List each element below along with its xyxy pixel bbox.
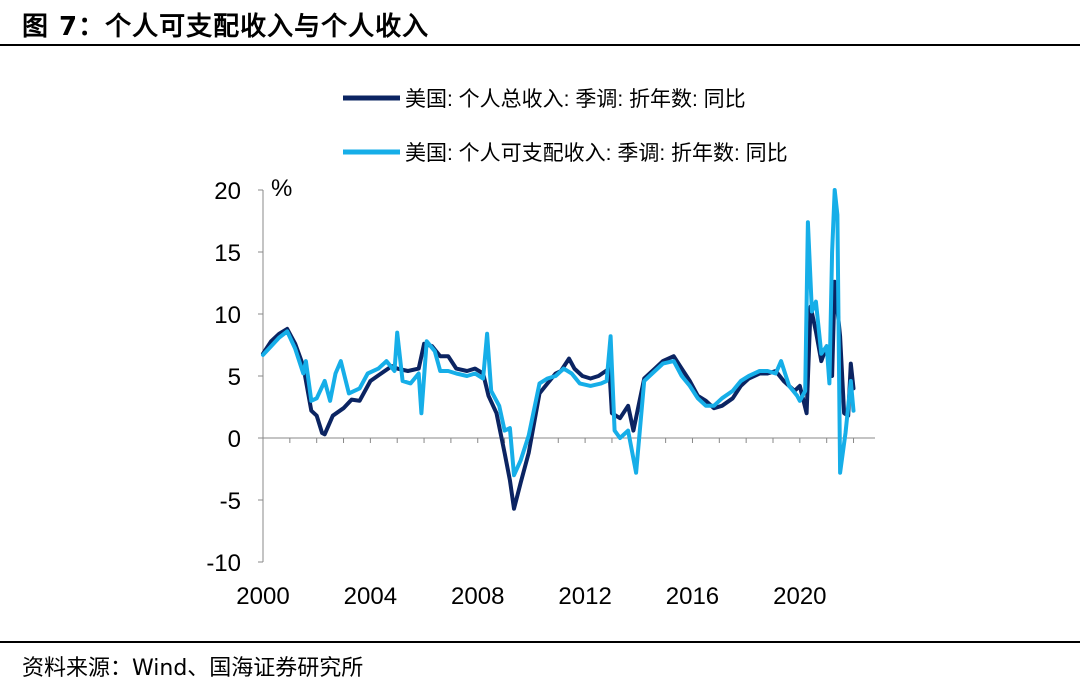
x-tick-label: 2020 bbox=[773, 583, 826, 610]
figure-title: 图 7：个人可支配收入与个人收入 bbox=[22, 12, 430, 42]
series-line-2 bbox=[261, 188, 856, 478]
y-tick-label: 5 bbox=[228, 364, 241, 391]
x-tick-label: 2004 bbox=[344, 583, 397, 610]
x-tick-label: 2012 bbox=[558, 583, 611, 610]
bottom-rule bbox=[0, 641, 1080, 643]
source-note: 资料来源：Wind、国海证券研究所 bbox=[22, 656, 364, 681]
y-tick-label: -10 bbox=[206, 550, 241, 577]
y-tick-label: 15 bbox=[214, 240, 241, 267]
series-layer bbox=[261, 188, 856, 511]
y-tick-label: 0 bbox=[228, 426, 241, 453]
legend-label-2: 美国: 个人可支配收入: 季调: 折年数: 同比 bbox=[405, 142, 788, 165]
y-tick-label: 10 bbox=[214, 302, 241, 329]
axes: 20 15 10 5 0 -5 -10% 2000 2004 2008 2012 2016 2020 bbox=[206, 175, 875, 610]
series-line-1 bbox=[261, 279, 856, 511]
y-axis-label: % bbox=[271, 175, 292, 202]
y-tick-label: 20 bbox=[214, 178, 241, 205]
y-tick-label: -5 bbox=[220, 488, 241, 515]
x-tick-label: 2000 bbox=[236, 583, 289, 610]
x-tick-label: 2016 bbox=[666, 583, 719, 610]
top-rule bbox=[0, 44, 1080, 46]
legend-label-1: 美国: 个人总收入: 季调: 折年数: 同比 bbox=[405, 88, 746, 111]
x-tick-label: 2008 bbox=[451, 583, 504, 610]
